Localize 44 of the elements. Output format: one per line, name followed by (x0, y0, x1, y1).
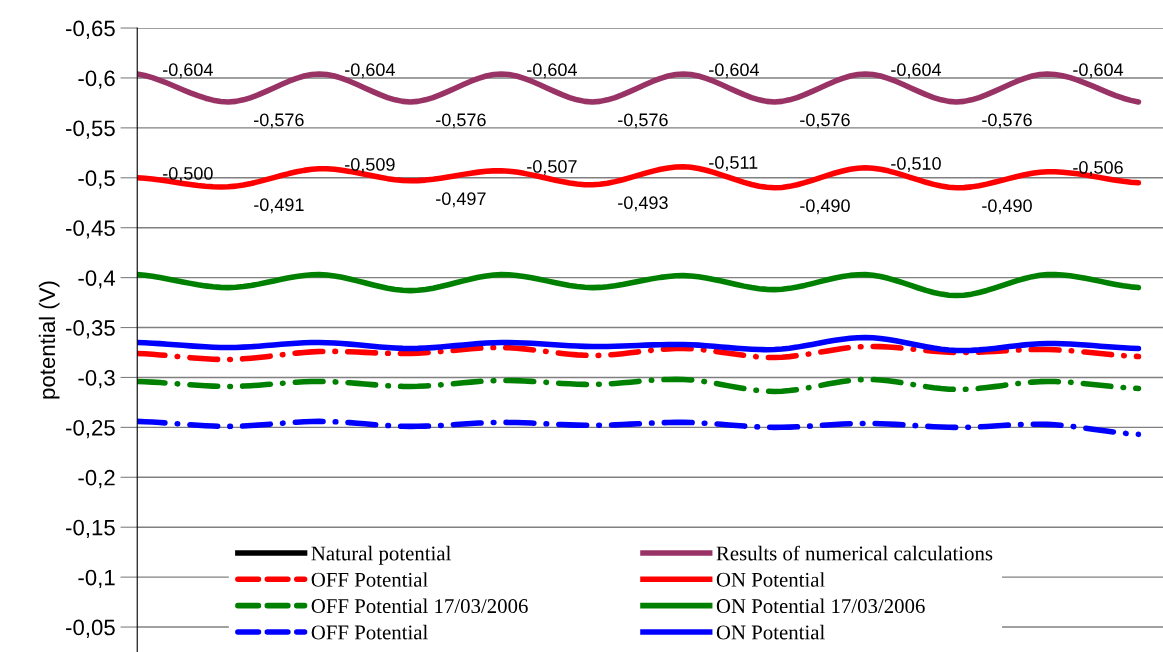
y-tick-label: -0,5 (78, 170, 115, 189)
y-tick-label: -0,4 (78, 270, 116, 289)
data-label: -0,576 (618, 113, 668, 129)
data-label: -0,493 (618, 196, 668, 212)
y-tick-label: -0,45 (66, 220, 115, 239)
data-label: -0,490 (800, 199, 850, 215)
y-tick-label: -0,35 (66, 320, 115, 339)
data-label: -0,604 (709, 63, 760, 79)
data-label: -0,604 (891, 63, 942, 79)
data-label: -0,604 (345, 63, 395, 79)
legend-label: ON Potential 17/03/2006 (716, 598, 925, 614)
y-tick-label: -0,2 (78, 469, 115, 489)
data-label: -0,490 (982, 199, 1032, 215)
y-tick-label: -0,6 (78, 70, 115, 89)
y-tick-label: -0,05 (66, 619, 115, 638)
legend-label: Natural potential (311, 545, 451, 565)
data-label: -0,506 (1073, 161, 1123, 176)
legend-label: ON Potential (716, 624, 825, 640)
data-label: -0,604 (1073, 63, 1124, 79)
data-label: -0,604 (527, 63, 577, 79)
data-label: -0,576 (800, 113, 850, 129)
data-label: -0,491 (254, 198, 304, 214)
data-label: -0,500 (163, 167, 213, 182)
data-label: -0,576 (254, 113, 304, 129)
data-label: -0,510 (891, 157, 941, 173)
y-tick-label: -0,65 (66, 20, 115, 39)
legend-label: OFF Potential (311, 572, 428, 587)
data-label: -0,604 (163, 63, 213, 79)
y-tick-label: -0,55 (66, 120, 115, 139)
data-label: -0,497 (436, 192, 486, 208)
legend-label: OFF Potential (311, 624, 428, 640)
y-tick-label: -0,3 (78, 369, 115, 389)
data-label: -0,509 (345, 158, 395, 173)
legend-label: Results of numerical calculations (716, 545, 993, 561)
y-tick-label: -0,25 (66, 419, 115, 439)
legend-label: ON Potential (716, 572, 825, 587)
y-axis-title: potential (V) (38, 281, 60, 399)
y-tick-label: -0,15 (66, 519, 115, 539)
data-label: -0,511 (709, 156, 758, 172)
data-label: -0,576 (982, 113, 1032, 129)
legend-label: OFF Potential 17/03/2006 (311, 598, 528, 614)
data-label: -0,576 (436, 113, 486, 129)
y-tick-label: -0,1 (78, 569, 115, 589)
data-label: -0,507 (527, 160, 577, 175)
